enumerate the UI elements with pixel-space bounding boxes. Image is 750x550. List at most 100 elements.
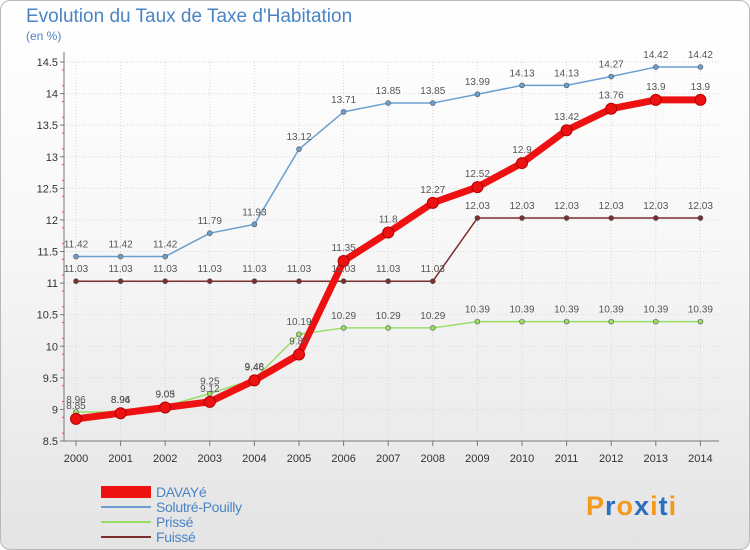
data-point-davaye (382, 226, 395, 239)
data-label-prisse: 10.19 (286, 317, 311, 328)
chart-title: Evolution du Taux de Taxe d'Habitation (26, 6, 353, 27)
data-point-davaye (426, 196, 439, 209)
data-label-davaye: 13.42 (554, 112, 579, 123)
legend-item: Fuissé (101, 528, 196, 545)
data-point-davaye (337, 254, 350, 267)
data-label-prisse: 10.29 (420, 311, 445, 322)
data-point-fuisse (474, 215, 481, 221)
data-label-prisse: 9.05 (155, 389, 175, 400)
y-tick-label: 8.5 (43, 436, 58, 448)
grid (64, 61, 719, 442)
x-tick-label: 2012 (599, 453, 623, 465)
data-point-fuisse (207, 278, 213, 284)
axes: 8.5 9 9.5 10 10.5 11 11.5 12 12.5 13 13.5 14 14.5 200… (37, 52, 719, 465)
data-point-solutrepouilly (207, 230, 213, 236)
data-label-prisse: 10.39 (688, 305, 713, 316)
data-label-davaye: 12.52 (465, 169, 490, 180)
y-tick-label: 9 (52, 404, 58, 416)
data-point-solutrepouilly (608, 73, 615, 80)
data-point-davaye (203, 395, 216, 408)
y-tick-label: 10 (46, 341, 58, 353)
data-label-solutrepouilly: 14.27 (599, 60, 624, 71)
data-point-prisse (340, 325, 347, 331)
y-tick-label: 11.5 (37, 247, 58, 259)
x-tick-label: 2009 (465, 453, 489, 465)
data-point-solutrepouilly (519, 82, 525, 89)
data-point-fuisse (385, 278, 392, 284)
data-label-davaye: 13.9 (691, 82, 711, 93)
y-tick-label: 14.5 (37, 57, 58, 69)
y-tick-label: 12.5 (37, 183, 58, 195)
y-tick-label: 11 (47, 278, 58, 290)
data-label-davaye: 8.85 (66, 401, 86, 412)
data-label-fuisse: 11.03 (153, 264, 178, 275)
data-point-solutrepouilly (162, 253, 168, 260)
data-label-solutrepouilly: 13.99 (465, 77, 490, 88)
data-point-solutrepouilly (563, 82, 570, 89)
data-point-solutrepouilly (340, 109, 347, 115)
data-label-fuisse: 11.03 (242, 264, 267, 275)
data-label-solutrepouilly: 11.79 (198, 216, 223, 227)
logo-letter: P (586, 491, 606, 521)
x-tick-label: 2002 (153, 453, 177, 465)
data-point-fuisse (251, 278, 258, 284)
data-label-prisse: 10.39 (465, 305, 490, 316)
data-point-prisse (296, 331, 302, 338)
data-label-solutrepouilly: 14.42 (643, 50, 668, 61)
data-point-solutrepouilly (251, 221, 258, 228)
data-label-davaye: 11.35 (331, 243, 356, 254)
x-tick-label: 2001 (108, 453, 132, 465)
data-point-prisse (652, 318, 659, 325)
data-label-prisse: 10.29 (376, 311, 401, 322)
data-label-solutrepouilly: 14.13 (554, 68, 579, 79)
data-point-fuisse (73, 278, 79, 284)
data-label-fuisse: 12.03 (465, 201, 490, 212)
data-point-solutrepouilly (474, 91, 481, 98)
data-point-solutrepouilly (296, 146, 302, 152)
data-point-solutrepouilly (429, 100, 436, 106)
y-tick-label: 9.5 (43, 373, 58, 385)
data-point-fuisse (162, 278, 168, 284)
data-label-davaye: 9.03 (155, 390, 175, 401)
data-point-prisse (697, 318, 704, 325)
data-point-davaye (471, 181, 484, 194)
data-label-davaye: 13.9 (646, 82, 666, 93)
data-point-prisse (519, 318, 525, 325)
data-point-davaye (159, 401, 172, 414)
y-tick-label: 14 (46, 89, 58, 101)
data-point-davaye (293, 348, 305, 361)
data-label-solutrepouilly: 11.42 (64, 240, 89, 251)
data-label-prisse: 10.39 (643, 305, 668, 316)
logo-letter: x (634, 491, 651, 521)
data-label-solutrepouilly: 13.12 (286, 132, 311, 143)
data-label-davaye: 12.27 (420, 185, 445, 196)
data-label-fuisse: 11.03 (64, 264, 89, 275)
legend-swatch (101, 520, 151, 523)
x-tick-label: 2006 (331, 453, 355, 465)
data-label-solutrepouilly: 14.42 (688, 50, 713, 61)
x-tick-label: 2011 (555, 453, 579, 465)
data-point-fuisse (697, 215, 704, 221)
data-label-fuisse: 11.03 (331, 264, 356, 275)
data-label-fuisse: 11.03 (287, 264, 312, 275)
data-label-prisse: 10.29 (331, 311, 356, 322)
x-tick-label: 2013 (644, 453, 668, 465)
data-label-solutrepouilly: 13.71 (331, 95, 356, 106)
data-point-davaye (114, 407, 127, 420)
x-tick-label: 2010 (510, 453, 534, 465)
data-point-davaye (605, 102, 618, 115)
x-tick-label: 2004 (242, 453, 266, 465)
legend-swatch (101, 485, 151, 498)
logo-letter: o (616, 491, 635, 521)
data-labels: 11.03 11.03 11.03 11.03 11.03 11.03 11.03 11.03… (64, 50, 713, 412)
y-tick-label: 12 (46, 215, 58, 227)
data-point-fuisse (519, 215, 525, 221)
data-label-solutrepouilly: 13.85 (420, 86, 445, 97)
data-label-prisse: 8.96 (66, 395, 86, 406)
x-tick-label: 2005 (287, 453, 311, 465)
legend-label: Fuissé (156, 528, 196, 545)
data-label-davaye: 8.94 (111, 395, 131, 406)
data-point-prisse (563, 318, 570, 325)
data-label-davaye: 12.9 (512, 145, 532, 156)
data-label-solutrepouilly: 13.85 (376, 86, 401, 97)
